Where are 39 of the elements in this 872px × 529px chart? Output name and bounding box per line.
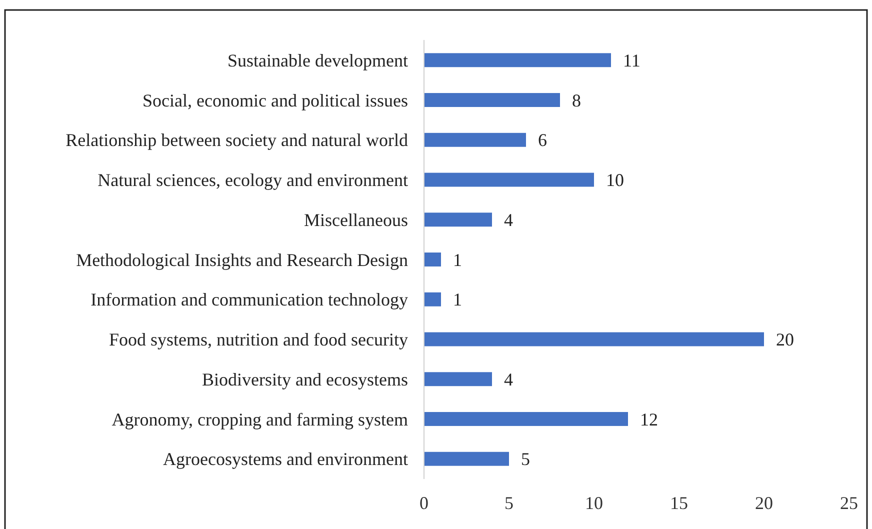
x-tick-label: 10 (585, 493, 603, 513)
bar (424, 412, 628, 426)
y-tick-label: Social, economic and political issues (142, 90, 408, 110)
data-label: 5 (521, 449, 530, 470)
data-label: 1 (453, 290, 462, 310)
bar (424, 93, 560, 107)
data-label: 8 (572, 90, 581, 110)
x-tick-label: 15 (670, 493, 688, 513)
data-label: 12 (640, 409, 658, 430)
data-label: 6 (538, 130, 547, 150)
bar (424, 132, 526, 147)
x-tick-label: 25 (840, 493, 858, 513)
bar (424, 172, 594, 187)
y-tick-label: Agroecosystems and environment (163, 449, 408, 470)
data-label: 4 (504, 210, 513, 230)
y-tick-label: Natural sciences, ecology and environment (98, 170, 408, 190)
y-tick-label: Information and communication technology (90, 290, 408, 310)
bar (424, 212, 492, 227)
y-tick-label: Sustainable development (228, 50, 408, 70)
bar (424, 252, 441, 266)
bar (424, 452, 509, 466)
data-label: 20 (776, 330, 794, 350)
bar (424, 372, 492, 386)
data-label: 1 (453, 250, 462, 270)
y-tick-label: Relationship between society and natural world (66, 130, 408, 150)
y-tick-label: Methodological Insights and Research Design (76, 250, 408, 270)
data-label: 4 (504, 369, 513, 390)
bar (424, 292, 441, 306)
x-tick-label: 20 (755, 493, 773, 513)
y-tick-label: Biodiversity and ecosystems (202, 369, 408, 390)
y-tick-label: Agronomy, cropping and farming system (112, 409, 408, 430)
data-label: 11 (623, 50, 640, 70)
x-tick-label: 0 (420, 493, 428, 513)
y-tick-label: Food systems, nutrition and food security (109, 330, 408, 350)
bar (424, 53, 611, 68)
x-tick-label: 5 (504, 493, 514, 513)
y-tick-label: Miscellaneous (304, 210, 408, 230)
bar (424, 332, 764, 346)
data-label: 10 (606, 170, 624, 190)
